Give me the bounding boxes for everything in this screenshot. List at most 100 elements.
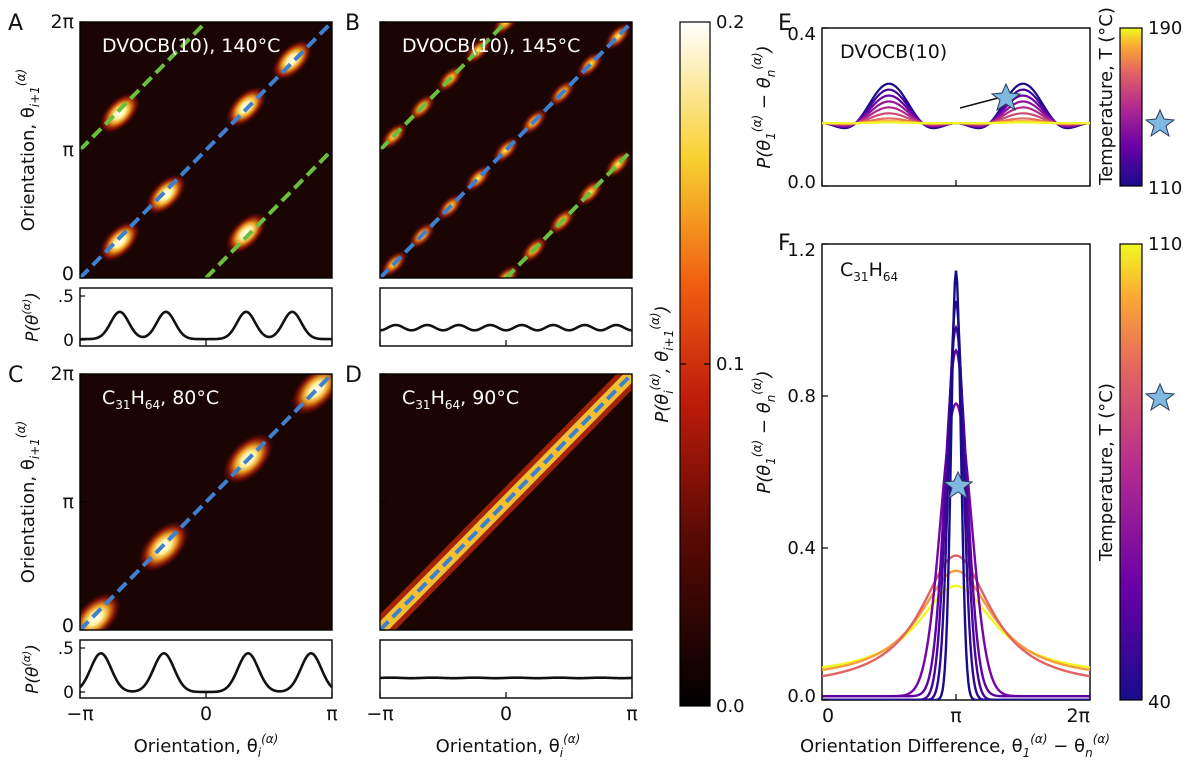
heatmap-content: [380, 22, 632, 278]
marginal-curve: [80, 310, 332, 341]
x-tick-label: −π: [366, 703, 393, 725]
y-tick-label: 0.8: [787, 386, 816, 407]
x-tick-label: π: [326, 703, 337, 725]
panel-letter-d: D: [345, 363, 362, 388]
marginal-y-tick-label: .5: [58, 639, 74, 659]
x-axis-label-d: Orientation, θi(α): [436, 732, 581, 760]
line-panel-f: 0.0 0.4 0.8 1.2 0 π 2π C31H64 P(θ1(α) − θn(α)): [750, 240, 1091, 727]
x-axis-label-f: Orientation Difference, θ1(α) − θn(α): [800, 732, 1110, 760]
series-line: [822, 569, 1090, 672]
y-axis-label: Orientation, θi+1(α): [14, 421, 42, 583]
x-tick-label: 0: [200, 703, 212, 725]
series-line: [822, 554, 1090, 678]
heatmap-peak: [80, 591, 122, 630]
y-tick-label: 0: [62, 263, 74, 285]
star-icon: [942, 470, 974, 500]
marginal-y-tick-label: 0: [63, 683, 74, 703]
marginal-frame: [79, 287, 333, 347]
colorbar-tick-2: 0.2: [716, 12, 745, 33]
series-line: [822, 324, 1090, 700]
x-tick-label: π: [626, 703, 637, 725]
x-tick-label: 2π: [1066, 705, 1090, 727]
y-tick-label: 0.4: [787, 538, 816, 559]
diagonal-dashed-line: [380, 374, 632, 630]
x-tick-label: π: [950, 705, 961, 727]
heatmap-peak: [98, 92, 141, 134]
x-tick-label: 0: [500, 703, 512, 725]
series-line: [822, 348, 1090, 698]
heatmap-colorbar: 0.0 0.1 0.2 P(θi(α), θi+1(α)): [648, 12, 745, 717]
y-axis-label: P(θ1(α) − θn(α)): [750, 45, 778, 168]
temp-e-tick-110: 110: [1148, 178, 1182, 199]
panel-letter-b: B: [345, 11, 360, 36]
temperature-label-f: Temperature, T (°C): [1096, 383, 1117, 562]
heatmap-peak: [145, 173, 187, 216]
panel-letter-c: C: [8, 363, 23, 388]
y-tick-label: 2π: [50, 11, 74, 33]
diagonal-dashed-line: [80, 22, 332, 278]
y-tick-label: 0.4: [787, 24, 816, 45]
y-tick-label: π: [63, 491, 74, 513]
marginal-y-label: P(θ(α)): [20, 292, 43, 342]
marginal-curve: [379, 676, 633, 680]
x-tick-label: 0: [822, 705, 834, 727]
temp-e-tick-190: 190: [1148, 18, 1182, 39]
colorbar-tick-1: 0.1: [716, 354, 745, 375]
marginal-frame: [379, 287, 633, 347]
temp-f-tick-110: 110: [1148, 234, 1182, 255]
offset-dashed-line: [80, 22, 208, 152]
annotation-arrow: [959, 97, 999, 109]
star-icon: [1144, 108, 1176, 138]
temperature-label-e: Temperature, T (°C): [1096, 7, 1117, 186]
heatmap-label: C31H64, 80°C: [102, 387, 219, 412]
series-line: [822, 121, 1090, 125]
heatmap-content: [80, 374, 332, 630]
marginal-y-tick-label: 0: [63, 331, 74, 351]
offset-dashed-line: [504, 148, 632, 278]
diagonal-dashed-line: [80, 374, 332, 630]
panel-title: C31H64: [840, 259, 898, 284]
y-axis-label: P(θ1(α) − θn(α)): [750, 370, 778, 493]
panel-title: DVOCB(10): [840, 41, 947, 63]
temp-f-tick-40: 40: [1148, 692, 1171, 713]
heatmap-peak: [290, 374, 332, 416]
heatmap-peak: [225, 212, 267, 255]
y-tick-label: 2π: [50, 363, 74, 385]
y-tick-label: 1.2: [787, 240, 816, 261]
heatmap-peak: [98, 220, 141, 263]
heatmap-panel-a: DVOCB(10), 140°C 0 π 2π Orientation, θi+1(α)…: [14, 11, 333, 351]
series-line: [822, 300, 1090, 700]
x-tick-label: −π: [66, 703, 93, 725]
y-axis-label: Orientation, θi+1(α): [14, 69, 42, 231]
y-tick-label: 0: [62, 615, 74, 637]
heatmap-panel-b: DVOCB(10), 145°C: [379, 21, 633, 347]
panel-letter-a: A: [8, 11, 23, 36]
marginal-frame: [79, 639, 333, 699]
marginal-frame: [379, 639, 633, 699]
plot-content: [822, 82, 1090, 130]
star-icon: [1144, 382, 1176, 412]
panel-letter-e: E: [778, 11, 792, 36]
panel-letter-f: F: [778, 231, 791, 256]
x-axis-label-c: Orientation, θi(α): [134, 732, 279, 760]
heatmap-label: DVOCB(10), 140°C: [102, 35, 280, 57]
star-icon: [990, 82, 1022, 112]
diagonal-dashed-line: [380, 22, 632, 278]
heatmap-label: DVOCB(10), 145°C: [402, 35, 580, 57]
line-panel-e: 0.0 0.4 DVOCB(10) P(θ1(α) − θn(α)): [750, 24, 1091, 193]
y-tick-label: 0.0: [787, 172, 816, 193]
offset-dashed-line: [204, 148, 332, 278]
colorbar-tick-0: 0.0: [716, 696, 745, 717]
heatmap-label: C31H64, 90°C: [402, 387, 519, 412]
heatmap-panel-d: C31H64, 90°C −π 0 π: [366, 373, 638, 725]
colorbar-label: P(θi(α), θi+1(α)): [648, 305, 676, 422]
series-line: [822, 270, 1090, 700]
y-tick-label: π: [63, 139, 74, 161]
marginal-curve: [79, 651, 333, 694]
heatmap-content: [80, 22, 332, 278]
temperature-colorbar-f: 110 40: [1119, 234, 1182, 713]
marginal-y-tick-label: .5: [58, 287, 74, 307]
marginal-y-label: P(θ(α)): [20, 644, 43, 694]
